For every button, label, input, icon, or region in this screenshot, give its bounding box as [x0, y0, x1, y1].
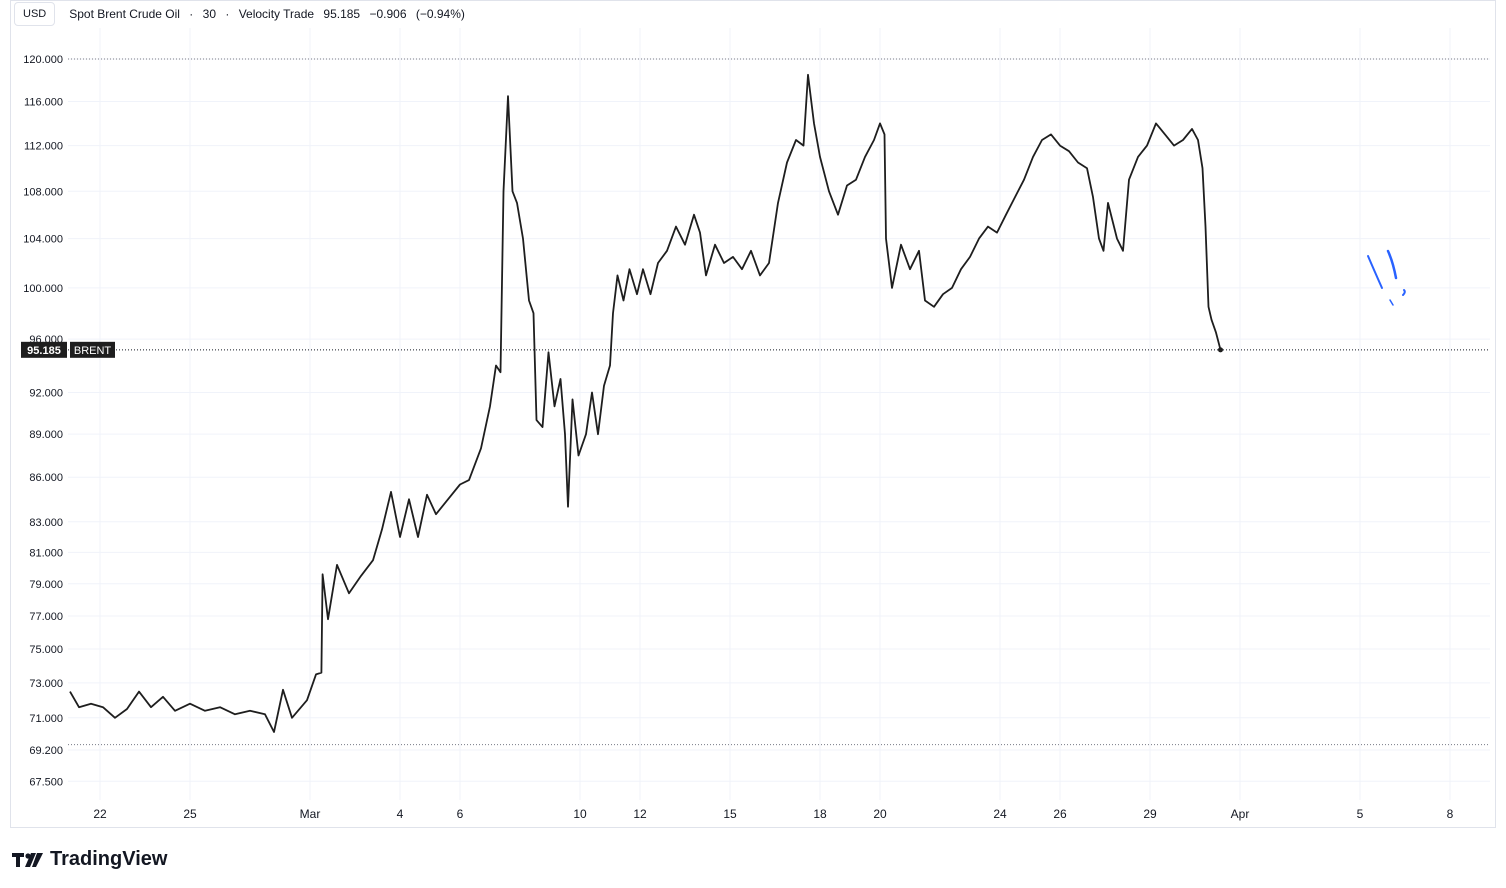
y-tick-label: 67.500 — [29, 776, 63, 788]
annotation-stroke — [1389, 299, 1394, 306]
legend-separator: · — [189, 7, 194, 21]
y-tick-label: 79.000 — [29, 579, 63, 591]
x-tick-label: 5 — [1357, 807, 1364, 821]
x-tick-label: 29 — [1143, 807, 1157, 821]
interval-label[interactable]: 30 — [202, 7, 216, 21]
annotation-stroke — [1367, 255, 1383, 289]
y-tick-label: 104.000 — [23, 234, 63, 246]
symbol-label-box — [70, 341, 115, 358]
last-price: 95.185 — [323, 7, 361, 21]
x-tick-label: Apr — [1231, 807, 1250, 821]
x-tick-label: 8 — [1447, 807, 1454, 821]
annotation-stroke — [1386, 249, 1398, 280]
source-label: Velocity Trade — [238, 7, 315, 21]
y-tick-label: 83.000 — [29, 517, 63, 529]
price-chart[interactable]: 22 25 Mar 4 6 10 12 15 18 20 24 26 29 Apr 5 8 120.000 116… — [0, 0, 1506, 830]
price-label-box — [21, 341, 67, 358]
y-tick-label: 120.000 — [23, 54, 63, 66]
tradingview-logo-icon — [12, 852, 43, 867]
price-line — [69, 73, 1222, 733]
x-tick-label: Mar — [300, 807, 321, 821]
y-tick-label: 86.000 — [29, 472, 63, 484]
x-tick-label: 10 — [573, 807, 587, 821]
symbol-legend: Spot Brent Crude Oil · 30 · Velocity Tra… — [69, 7, 471, 21]
x-tick-label: 25 — [183, 807, 197, 821]
x-tick-label: 26 — [1053, 807, 1067, 821]
annotation-stroke — [1402, 289, 1406, 296]
x-tick-label: 4 — [397, 807, 404, 821]
last-price-point — [1218, 347, 1223, 353]
x-tick-label: 12 — [633, 807, 647, 821]
y-tick-label: 73.000 — [29, 678, 63, 690]
y-tick-label: 92.000 — [29, 388, 63, 400]
y-tick-label: 71.000 — [29, 713, 63, 725]
x-tick-label: 15 — [723, 807, 737, 821]
x-tick-label: 20 — [873, 807, 887, 821]
y-tick-label: 69.200 — [29, 745, 63, 757]
y-tick-label: 89.000 — [29, 429, 63, 441]
y-tick-label: 100.000 — [23, 283, 63, 295]
symbol-name[interactable]: Spot Brent Crude Oil — [69, 7, 180, 21]
x-tick-label: 6 — [457, 807, 464, 821]
y-tick-label: 116.000 — [24, 97, 63, 109]
price-change-percent: (−0.94%) — [415, 7, 465, 21]
price-change: −0.906 — [369, 7, 407, 21]
currency-button[interactable]: USD — [14, 2, 56, 26]
chart-header: USD Spot Brent Crude Oil · 30 · Velocity… — [14, 0, 471, 28]
y-tick-label: 112.000 — [24, 141, 63, 153]
x-tick-label: 24 — [993, 807, 1007, 821]
legend-separator: · — [225, 7, 230, 21]
y-tick-label: 81.000 — [29, 547, 63, 559]
price-label-value: 95.185 — [27, 345, 61, 357]
brand-name: TradingView — [50, 848, 168, 870]
x-tick-label: 18 — [813, 807, 827, 821]
y-tick-label: 77.000 — [29, 611, 63, 623]
y-tick-label: 108.000 — [23, 186, 63, 198]
symbol-label: BRENT — [74, 345, 112, 357]
y-tick-label: 75.000 — [29, 644, 63, 656]
chart-frame — [10, 0, 1496, 828]
tradingview-logo[interactable]: TradingView — [12, 848, 167, 871]
x-tick-label: 22 — [93, 807, 107, 821]
